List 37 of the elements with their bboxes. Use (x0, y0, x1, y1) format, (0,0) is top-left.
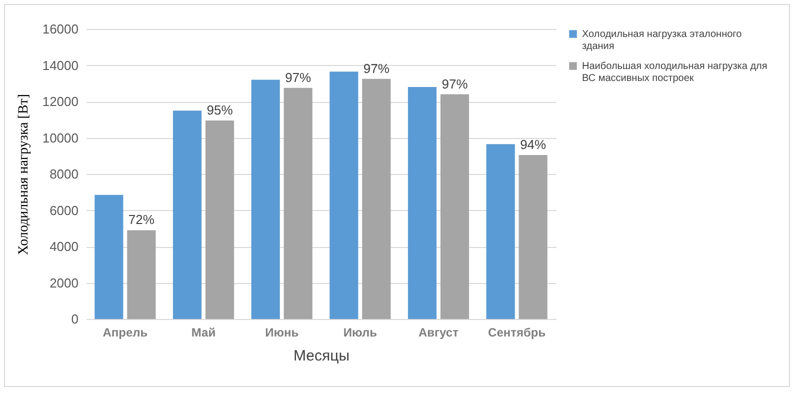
bar (172, 110, 202, 319)
y-tick-label: 16000 (42, 22, 78, 36)
y-tick-label: 8000 (50, 166, 78, 182)
annotation: 97% (442, 76, 468, 92)
x-tick-label: Апрель (102, 326, 148, 340)
legend-label: Холодильная нагрузка эталонного здания (582, 29, 742, 52)
annotation: 97% (285, 70, 312, 85)
y-tick-label: 4000 (50, 239, 78, 254)
bar (518, 154, 548, 319)
x-tick-label: Сентябрь (488, 326, 546, 340)
x-tick-label: Июнь (265, 326, 299, 340)
y-tick-label: 0 (71, 312, 78, 326)
bar (251, 80, 280, 319)
x-tick-label: Август (418, 326, 459, 340)
y-tick-label: 6000 (50, 202, 78, 218)
y-tick-label: 12000 (42, 94, 78, 109)
x-tick-label: Май (191, 326, 216, 340)
bar (486, 144, 515, 319)
bar (205, 120, 234, 319)
bar (127, 230, 156, 319)
annotation: 94% (520, 136, 547, 152)
bar (408, 87, 437, 319)
y-tick-label: 10000 (42, 130, 78, 146)
bar (284, 88, 312, 319)
annotation: 95% (206, 102, 234, 118)
x-tick-label: Июль (343, 326, 377, 340)
bar (440, 94, 470, 319)
y-tick-label: 2000 (50, 275, 78, 290)
y-tick-label: 14000 (42, 58, 78, 73)
y-axis-title: Холодильная нагрузка [Вт] (16, 94, 32, 256)
bar (362, 78, 391, 319)
legend-label: Наибольшая холодильная нагрузка для ВС массивных построек (582, 61, 768, 84)
annotation: 97% (363, 60, 390, 76)
bar (94, 194, 124, 319)
bar (330, 72, 358, 319)
annotation: 72% (128, 212, 155, 228)
x-axis-title: Месяцы (293, 348, 350, 364)
